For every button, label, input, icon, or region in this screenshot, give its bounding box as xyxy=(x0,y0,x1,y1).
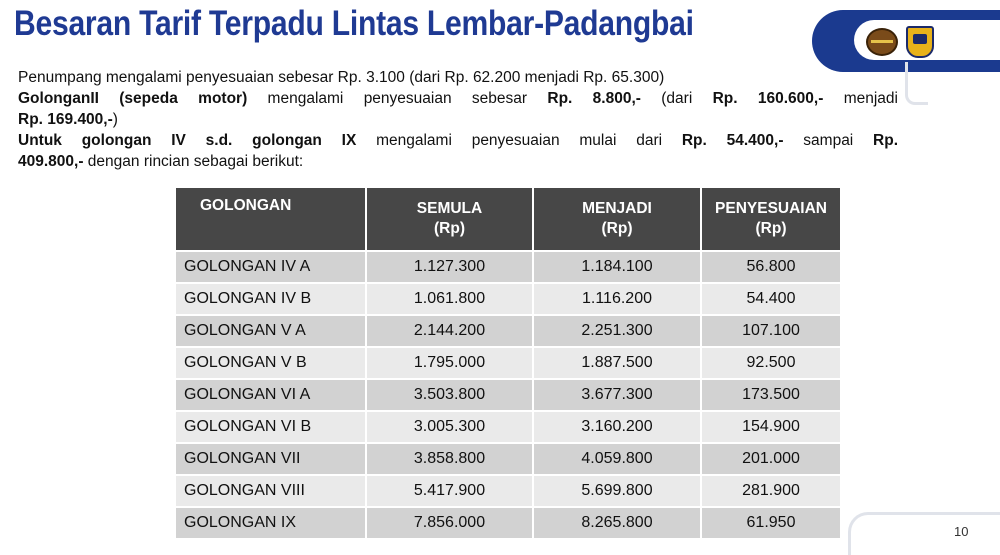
cell-semula: 2.144.200 xyxy=(366,314,534,347)
paragraph-range-line2: 409.800,- dengan rincian sebagai berikut… xyxy=(18,151,898,172)
cell-golongan: GOLONGAN IV B xyxy=(176,282,367,315)
cell-golongan: GOLONGAN IV A xyxy=(176,250,367,283)
table-row: GOLONGAN VII 3.858.800 4.059.800 201.000 xyxy=(176,442,840,475)
cell-semula: 3.503.800 xyxy=(366,378,534,411)
table-row: GOLONGAN V B 1.795.000 1.887.500 92.500 xyxy=(176,346,840,379)
globe-emblem-icon xyxy=(866,28,898,56)
cell-penyesuaian: 61.950 xyxy=(701,506,840,538)
cell-golongan: GOLONGAN VI A xyxy=(176,378,367,411)
cell-penyesuaian: 107.100 xyxy=(701,314,840,347)
cell-penyesuaian: 56.800 xyxy=(701,250,840,283)
text: ) xyxy=(112,111,118,128)
cell-golongan: GOLONGAN VI B xyxy=(176,410,367,443)
paragraph-motorcycle-line1: GolonganII (sepeda motor) mengalami peny… xyxy=(18,88,898,109)
cell-golongan: GOLONGAN V B xyxy=(176,346,367,379)
cell-golongan: GOLONGAN VIII xyxy=(176,474,367,507)
text: menjadi xyxy=(823,90,898,107)
cell-menjadi: 4.059.800 xyxy=(533,442,702,475)
table-row: GOLONGAN VIII 5.417.900 5.699.800 281.90… xyxy=(176,474,840,507)
cell-golongan: GOLONGAN VII xyxy=(176,442,367,475)
text: mengalami penyesuaian sebesar xyxy=(247,90,548,107)
cell-penyesuaian: 54.400 xyxy=(701,282,840,315)
cell-golongan: GOLONGAN V A xyxy=(176,314,367,347)
cell-semula: 3.005.300 xyxy=(366,410,534,443)
cell-penyesuaian: 154.900 xyxy=(701,410,840,443)
bold-text: Rp. xyxy=(873,132,899,149)
paragraph-range-line1: Untuk golongan IV s.d. golongan IX menga… xyxy=(18,130,898,151)
cell-menjadi: 5.699.800 xyxy=(533,474,702,507)
table-row: GOLONGAN VI A 3.503.800 3.677.300 173.50… xyxy=(176,378,840,411)
page-title: Besaran Tarif Terpadu Lintas Lembar-Pada… xyxy=(14,4,694,43)
cell-penyesuaian: 92.500 xyxy=(701,346,840,379)
bold-text: Untuk golongan IV s.d. golongan IX xyxy=(18,132,357,149)
cell-semula: 7.856.000 xyxy=(366,506,534,538)
table-row: GOLONGAN IV B 1.061.800 1.116.200 54.400 xyxy=(176,282,840,315)
bold-text: Rp. 160.600,- xyxy=(712,90,824,107)
description-text: Penumpang mengalami penyesuaian sebesar … xyxy=(18,67,898,172)
cell-penyesuaian: 281.900 xyxy=(701,474,840,507)
cell-semula: 1.061.800 xyxy=(366,282,534,315)
text: dengan rincian sebagai berikut: xyxy=(83,153,304,170)
cell-menjadi: 1.887.500 xyxy=(533,346,702,379)
cell-menjadi: 8.265.800 xyxy=(533,506,702,538)
table-row: GOLONGAN IX 7.856.000 8.265.800 61.950 xyxy=(176,506,840,538)
cell-menjadi: 1.184.100 xyxy=(533,250,702,283)
bold-text: Rp. 169.400,- xyxy=(18,111,113,128)
cell-semula: 3.858.800 xyxy=(366,442,534,475)
cell-semula: 1.795.000 xyxy=(366,346,534,379)
bold-text: Rp. 8.800,- xyxy=(547,90,641,107)
decorative-corner xyxy=(905,62,928,105)
text: sampai xyxy=(783,132,874,149)
cell-penyesuaian: 201.000 xyxy=(701,442,840,475)
paragraph-motorcycle-line2: Rp. 169.400,-) xyxy=(18,109,898,130)
header-golongan: GOLONGAN xyxy=(176,188,367,251)
header-menjadi: MENJADI (Rp) xyxy=(533,188,702,251)
table-row: GOLONGAN V A 2.144.200 2.251.300 107.100 xyxy=(176,314,840,347)
table-row: GOLONGAN VI B 3.005.300 3.160.200 154.90… xyxy=(176,410,840,443)
cell-menjadi: 2.251.300 xyxy=(533,314,702,347)
cell-penyesuaian: 173.500 xyxy=(701,378,840,411)
cell-semula: 5.417.900 xyxy=(366,474,534,507)
table-header-row: GOLONGAN SEMULA (Rp) MENJADI (Rp) PENYESUA… xyxy=(176,188,840,251)
bold-text: Rp. 54.400,- xyxy=(681,132,784,149)
decorative-bottom-pill xyxy=(848,512,1000,555)
text: mengalami penyesuaian mulai dari xyxy=(356,132,682,149)
bold-text: 409.800,- xyxy=(18,153,84,170)
header-penyesuaian: PENYESUAIAN (Rp) xyxy=(701,188,840,251)
text: (dari xyxy=(640,90,713,107)
cell-menjadi: 3.160.200 xyxy=(533,410,702,443)
cell-semula: 1.127.300 xyxy=(366,250,534,283)
table-row: GOLONGAN IV A 1.127.300 1.184.100 56.800 xyxy=(176,250,840,283)
cell-menjadi: 3.677.300 xyxy=(533,378,702,411)
bold-text: GolonganII (sepeda motor) xyxy=(18,90,248,107)
cell-menjadi: 1.116.200 xyxy=(533,282,702,315)
shield-emblem-icon xyxy=(906,26,934,58)
header-semula: SEMULA (Rp) xyxy=(366,188,534,251)
page-number: 10 xyxy=(954,524,969,539)
tariff-table: GOLONGAN SEMULA (Rp) MENJADI (Rp) PENYESUA… xyxy=(176,188,840,538)
paragraph-passenger: Penumpang mengalami penyesuaian sebesar … xyxy=(18,69,665,86)
cell-golongan: GOLONGAN IX xyxy=(176,506,367,538)
